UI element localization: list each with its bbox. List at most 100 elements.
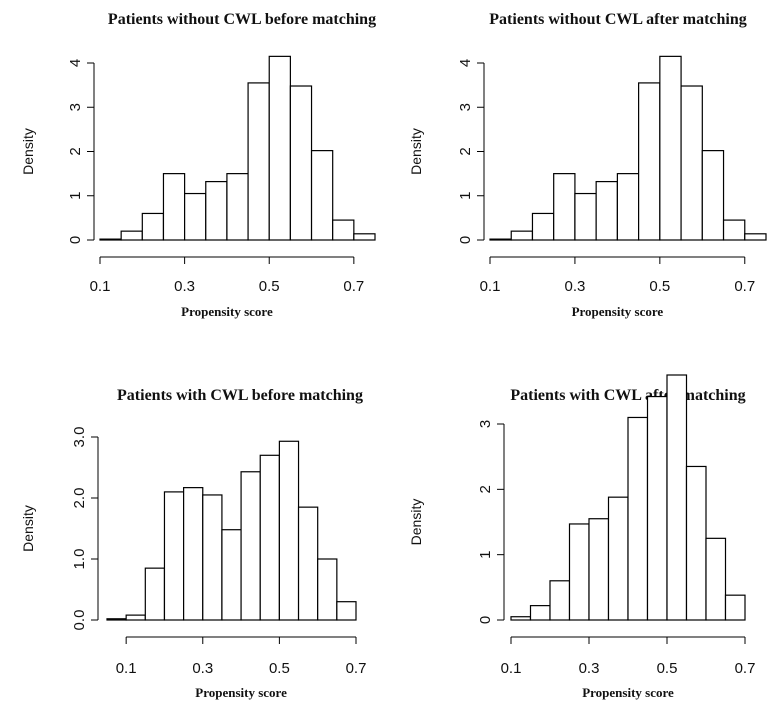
histogram-bar: [202, 494, 223, 621]
y-axis-label: Density: [20, 128, 36, 175]
histogram-bar: [659, 55, 682, 241]
histogram-panel-4: Patients with CWL after matching Density P…: [408, 374, 756, 700]
histogram-bar: [278, 440, 300, 621]
histogram-bar: [297, 506, 319, 621]
y-tick-label: 0: [477, 616, 494, 624]
histogram-bar: [680, 85, 703, 241]
histogram-bar: [588, 518, 610, 621]
y-tick-label: 0: [457, 236, 474, 244]
x-tick-label: 0.7: [346, 660, 367, 677]
histogram-bar: [99, 238, 122, 241]
histogram-bar: [549, 580, 571, 621]
y-tick-label: 4: [457, 59, 474, 67]
histogram-bar: [744, 233, 767, 241]
histogram-bar: [529, 605, 551, 621]
histogram-bar: [595, 180, 618, 241]
histogram-bar: [184, 192, 207, 241]
y-axis-label: Density: [408, 499, 424, 546]
histogram-bar: [705, 537, 727, 621]
histogram-bar: [553, 173, 576, 241]
histogram-panel-1: Patients without CWL before matching Dens…: [20, 11, 376, 319]
histogram-bar: [163, 491, 185, 621]
y-tick-label: 2.0: [71, 488, 88, 509]
y-tick-label: 3.0: [71, 427, 88, 448]
y-axis-label: Density: [408, 128, 424, 175]
x-tick-label: 0.5: [649, 278, 670, 295]
histogram-bar: [510, 616, 532, 621]
histogram-bar: [268, 55, 291, 241]
histogram-bar: [162, 173, 186, 241]
y-tick-label: 1: [477, 550, 494, 558]
histogram-bar: [141, 212, 165, 241]
histogram-bar: [332, 219, 355, 241]
histogram-bar: [221, 529, 242, 621]
histogram-bar: [247, 82, 270, 241]
chart-title: Patients without CWL after matching: [489, 11, 746, 28]
y-tick-label: 2: [477, 485, 494, 493]
histogram-bar: [627, 416, 649, 621]
x-axis-label: Propensity score: [582, 685, 674, 700]
x-tick-label: 0.7: [735, 660, 756, 677]
x-tick-label: 0.5: [259, 278, 280, 295]
y-tick-label: 0.0: [71, 610, 88, 631]
histogram-bar: [310, 150, 334, 241]
x-tick-label: 0.3: [192, 660, 213, 677]
histogram-bar: [568, 523, 590, 621]
histogram-bar: [510, 230, 534, 241]
y-tick-label: 1: [67, 192, 84, 200]
histogram-panel-3: Patients with CWL before matching Density…: [20, 387, 366, 700]
histogram-bar: [616, 173, 640, 241]
y-tick-label: 3: [67, 103, 84, 111]
y-tick-label: 1: [457, 192, 474, 200]
x-tick-label: 0.1: [501, 660, 522, 677]
histogram-bar: [336, 601, 357, 621]
histogram-bar: [144, 567, 166, 621]
histogram-bar: [106, 618, 127, 621]
chart-title: Patients with CWL after matching: [510, 387, 745, 404]
chart-title: Patients with CWL before matching: [117, 387, 363, 404]
x-axis-label: Propensity score: [572, 304, 664, 319]
x-tick-label: 0.1: [480, 278, 501, 295]
y-tick-label: 2: [67, 147, 84, 155]
x-tick-label: 0.3: [564, 278, 585, 295]
histogram-bar: [685, 465, 707, 621]
y-axis-label: Density: [20, 505, 36, 552]
x-axis-label: Propensity score: [181, 304, 273, 319]
histogram-bar: [205, 180, 228, 241]
y-tick-label: 4: [67, 59, 84, 67]
histogram-bar: [183, 487, 204, 621]
chart-title: Patients without CWL before matching: [108, 11, 376, 28]
histogram-bar: [353, 233, 376, 241]
y-tick-label: 1.0: [71, 549, 88, 570]
y-tick-label: 2: [457, 147, 474, 155]
histogram-bar: [722, 219, 746, 241]
x-axis-label: Propensity score: [195, 685, 287, 700]
histogram-bar: [120, 230, 143, 241]
x-tick-label: 0.7: [734, 278, 755, 295]
x-tick-label: 0.3: [174, 278, 195, 295]
histogram-bar: [701, 150, 725, 241]
histogram-bar: [317, 558, 338, 621]
y-tick-label: 3: [457, 103, 474, 111]
x-tick-label: 0.1: [116, 660, 137, 677]
histogram-bar: [489, 238, 512, 241]
histogram-bar: [607, 496, 629, 621]
y-tick-label: 0: [67, 236, 84, 244]
histogram-bar: [724, 594, 746, 621]
x-tick-label: 0.1: [90, 278, 111, 295]
histogram-bar: [289, 85, 313, 241]
histogram-bar: [240, 471, 261, 621]
histogram-bar: [574, 192, 597, 241]
histogram-bar: [259, 454, 280, 621]
histogram-bar: [646, 395, 668, 621]
histogram-bar: [226, 173, 249, 241]
histogram-bar: [531, 212, 555, 241]
y-tick-label: 3: [477, 420, 494, 428]
histogram-panel-2: Patients without CWL after matching Densi…: [408, 11, 767, 319]
x-tick-label: 0.5: [657, 660, 678, 677]
x-tick-label: 0.5: [269, 660, 290, 677]
histogram-bar: [638, 82, 661, 241]
histogram-bar: [666, 374, 688, 621]
x-tick-label: 0.3: [579, 660, 600, 677]
